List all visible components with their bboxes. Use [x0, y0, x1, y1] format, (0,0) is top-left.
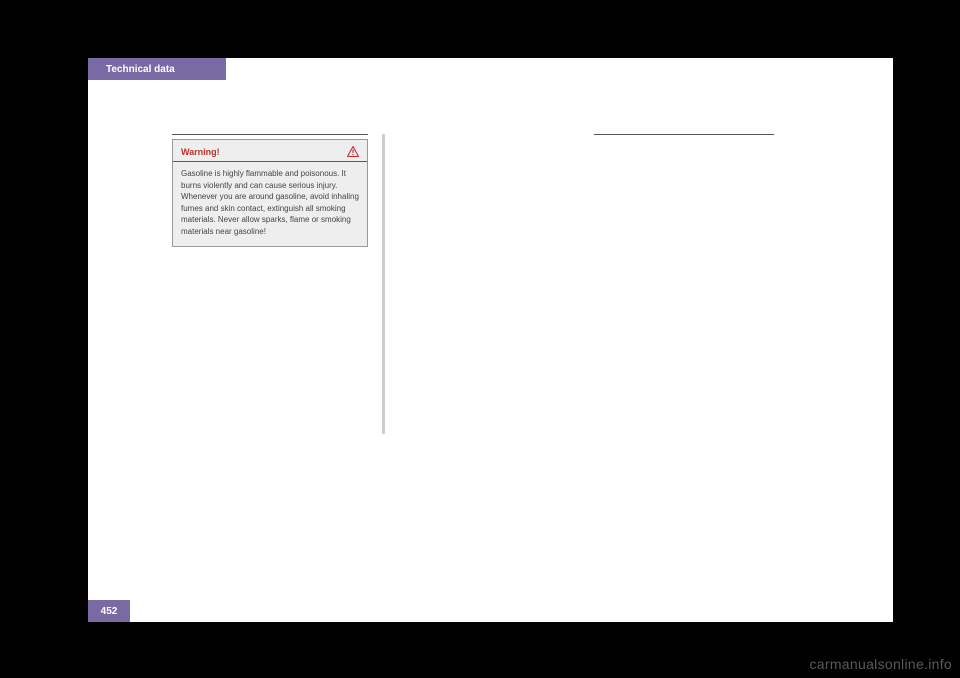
column-separator	[382, 134, 385, 434]
warning-body-text: Gasoline is highly flammable and poisono…	[173, 162, 367, 246]
warning-header: Warning!	[173, 140, 367, 162]
column-1-rule	[172, 134, 368, 135]
warning-triangle-icon	[347, 146, 359, 157]
column-1: Warning! Gasoline is highly flammable an…	[88, 134, 380, 247]
page-columns: Warning! Gasoline is highly flammable an…	[88, 134, 893, 247]
warning-box: Warning! Gasoline is highly flammable an…	[172, 139, 368, 247]
warning-title: Warning!	[181, 147, 220, 157]
column-3-rule	[594, 134, 774, 135]
watermark-text: carmanualsonline.info	[810, 656, 953, 672]
page-number-tab: 452	[88, 600, 130, 622]
page-number: 452	[101, 606, 118, 617]
section-header-tab: Technical data	[88, 58, 226, 80]
manual-page: Technical data Warning! Gasoline is high…	[88, 58, 893, 622]
section-title: Technical data	[106, 64, 175, 75]
column-3	[580, 134, 780, 247]
column-2	[380, 134, 580, 247]
